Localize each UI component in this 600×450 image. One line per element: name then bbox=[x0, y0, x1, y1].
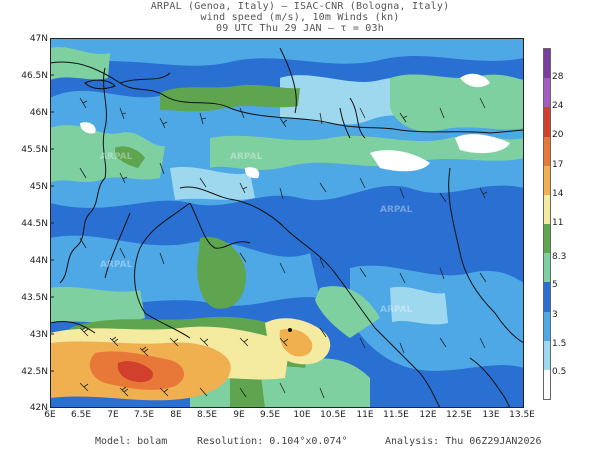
watermark: ARPAL bbox=[380, 305, 413, 315]
lon-label: 10.5E bbox=[320, 410, 346, 420]
color-scale-bar bbox=[543, 48, 551, 400]
lon-label: 8.5E bbox=[197, 410, 217, 420]
field-white bbox=[80, 73, 510, 179]
colorbar-label: 3 bbox=[552, 310, 558, 320]
colorbar-segment bbox=[544, 224, 550, 254]
lat-label: 47N bbox=[29, 34, 48, 44]
lon-label: 12E bbox=[419, 410, 437, 420]
watermark: ARPAL bbox=[230, 152, 263, 162]
colorbar-segment bbox=[544, 282, 550, 312]
colorbar-segment bbox=[544, 369, 550, 400]
lon-label: 7E bbox=[107, 410, 119, 420]
colorbar-segment bbox=[544, 340, 550, 371]
lat-label: 43.5N bbox=[21, 293, 48, 303]
colorbar-segment bbox=[544, 136, 550, 167]
lat-label: 44N bbox=[29, 256, 48, 266]
colorbar-label: 28 bbox=[552, 72, 564, 82]
lon-label: 13.5E bbox=[509, 410, 535, 420]
watermark: ARPAL bbox=[100, 260, 133, 270]
colorbar-label: 24 bbox=[552, 101, 564, 111]
wind-map[interactable] bbox=[50, 38, 524, 408]
header-valid-time: 09 UTC Thu 29 JAN — τ = 03h bbox=[216, 23, 384, 34]
colorbar-label: 20 bbox=[552, 130, 564, 140]
lon-label: 8E bbox=[170, 410, 182, 420]
colorbar-label: 17 bbox=[552, 160, 564, 170]
lat-label: 42.5N bbox=[21, 367, 48, 377]
lat-label: 43N bbox=[29, 330, 48, 340]
axis-ticks bbox=[50, 38, 54, 408]
watermark: ARPAL bbox=[100, 152, 133, 162]
lat-label: 46N bbox=[29, 108, 48, 118]
lon-label: 11.5E bbox=[383, 410, 409, 420]
colorbar-segment bbox=[544, 165, 550, 196]
analysis-info: Analysis: Thu 06Z29JAN2026 bbox=[385, 436, 542, 447]
watermark: ARPAL bbox=[380, 205, 413, 215]
colorbar-label: 1.5 bbox=[552, 339, 567, 349]
marker-dot bbox=[288, 328, 292, 332]
lon-label: 7.5E bbox=[134, 410, 154, 420]
lon-label: 6E bbox=[44, 410, 56, 420]
header-institutions: ARPAL (Genoa, Italy) — ISAC-CNR (Bologna… bbox=[150, 1, 450, 12]
map-header: ARPAL (Genoa, Italy) — ISAC-CNR (Bologna… bbox=[0, 0, 600, 34]
lon-label: 11E bbox=[356, 410, 374, 420]
lon-label: 6.5E bbox=[71, 410, 91, 420]
colorbar-segment bbox=[544, 107, 550, 137]
colorbar-segment bbox=[544, 311, 550, 342]
resolution-info: Resolution: 0.104°x0.074° bbox=[197, 436, 348, 447]
wind-map-canvas bbox=[50, 38, 524, 408]
colorbar-label: 11 bbox=[552, 218, 564, 228]
field-red bbox=[117, 361, 154, 383]
colorbar-label: 14 bbox=[552, 189, 564, 199]
wind-barbs bbox=[79, 97, 488, 399]
lon-label: 9.5E bbox=[260, 410, 280, 420]
lat-label: 42N bbox=[29, 403, 48, 413]
lat-label: 44.5N bbox=[21, 219, 48, 229]
colorbar-segment bbox=[544, 253, 550, 283]
lon-label: 12.5E bbox=[446, 410, 472, 420]
header-variable: wind speed (m/s), 10m Winds (kn) bbox=[200, 12, 400, 23]
colorbar-label: 0.5 bbox=[552, 367, 567, 377]
colorbar-segment bbox=[544, 49, 550, 79]
lat-label: 45N bbox=[29, 182, 48, 192]
lon-label: 10E bbox=[293, 410, 311, 420]
colorbar-label: 8.3 bbox=[552, 252, 567, 262]
lon-label: 9E bbox=[233, 410, 245, 420]
colorbar-segment bbox=[544, 78, 550, 108]
coastlines-borders bbox=[50, 47, 524, 408]
colorbar-segment bbox=[544, 194, 550, 225]
model-info: Model: bolam bbox=[95, 436, 168, 447]
lat-label: 46.5N bbox=[21, 71, 48, 81]
lon-label: 13E bbox=[482, 410, 500, 420]
colorbar-label: 5 bbox=[552, 280, 558, 290]
lat-label: 45.5N bbox=[21, 145, 48, 155]
